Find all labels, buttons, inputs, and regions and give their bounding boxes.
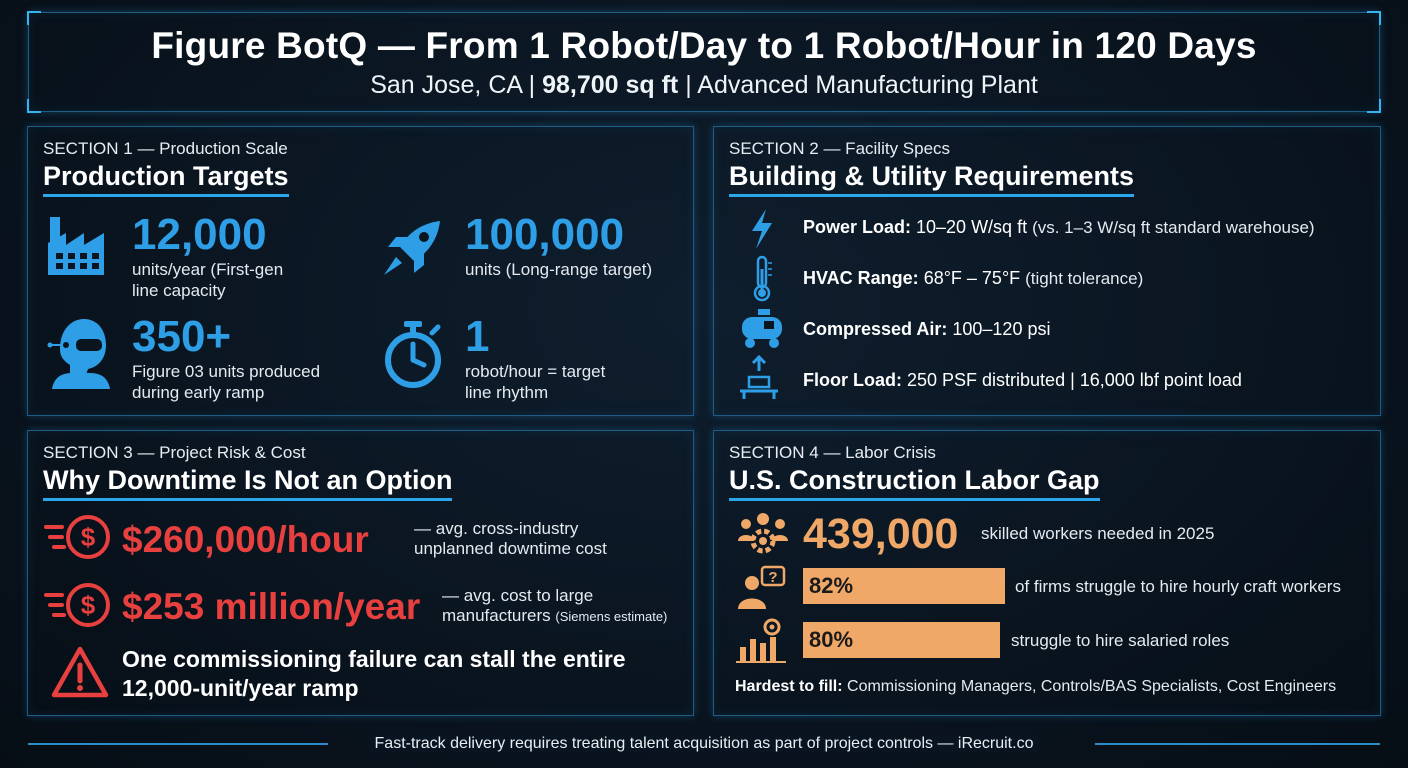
lightning-icon bbox=[748, 207, 776, 251]
money-loss-icon: $ bbox=[42, 579, 112, 631]
worker-question-icon: ? bbox=[736, 565, 790, 611]
section-risk-panel: SECTION 3 — Project Risk & Cost Why Down… bbox=[27, 430, 694, 716]
warning-text: One commissioning failure can stall the … bbox=[122, 645, 626, 703]
utility-value: 10–20 W/sq ft bbox=[911, 217, 1033, 237]
utility-line: Floor Load: 250 PSF distributed | 16,000… bbox=[803, 370, 1242, 391]
corner-accent bbox=[1367, 99, 1381, 113]
footer: Fast-track delivery requires treating ta… bbox=[28, 735, 1380, 753]
section-labor-panel: SECTION 4 — Labor Crisis U.S. Constructi… bbox=[713, 430, 1381, 716]
section-label: SECTION 1 — Production Scale bbox=[43, 139, 288, 158]
section-facility-panel: SECTION 2 — Facility Specs Building & Ut… bbox=[713, 126, 1381, 416]
warning-icon bbox=[50, 645, 110, 699]
utility-note: (vs. 1–3 W/sq ft standard warehouse) bbox=[1032, 218, 1315, 237]
stat-desc: units (Long-range target) bbox=[465, 260, 653, 279]
corner-accent bbox=[1367, 11, 1381, 25]
warning-line: One commissioning failure can stall the … bbox=[122, 646, 626, 672]
cost-desc: — avg. cross-industry unplanned downtime… bbox=[414, 519, 607, 559]
section-title: Why Downtime Is Not an Option bbox=[43, 465, 453, 501]
separator: | bbox=[685, 71, 692, 99]
corner-accent bbox=[27, 11, 41, 25]
hardest-label: Hardest to fill: bbox=[735, 678, 843, 695]
warning-line: 12,000-unit/year ramp bbox=[122, 675, 359, 701]
stat-desc-line: line rhythm bbox=[465, 383, 549, 402]
section-title: U.S. Construction Labor Gap bbox=[729, 465, 1100, 501]
cost-value: $260,000/hour bbox=[122, 519, 369, 560]
section-title: Building & Utility Requirements bbox=[729, 161, 1135, 197]
stat-bar: 82% bbox=[803, 568, 1005, 604]
footer-divider bbox=[28, 743, 328, 745]
headline-desc: skilled workers needed in 2025 bbox=[981, 524, 1215, 543]
stat-bar-track: 82% bbox=[803, 568, 1005, 604]
stat-value: 1 bbox=[465, 312, 490, 361]
section-title: Production Targets bbox=[43, 161, 289, 197]
cost-desc-line: manufacturers bbox=[442, 606, 551, 625]
compressor-icon bbox=[738, 307, 786, 349]
stat-bar-value: 82% bbox=[809, 573, 854, 598]
location-text: San Jose, CA bbox=[370, 71, 522, 99]
stat-bar: 80% bbox=[803, 622, 1001, 658]
footer-caption: Fast-track delivery requires treating ta… bbox=[368, 735, 1040, 752]
thermometer-icon bbox=[750, 255, 774, 303]
section-label: SECTION 2 — Facility Specs bbox=[729, 139, 951, 158]
stat-desc: robot/hour = target line rhythm bbox=[465, 361, 605, 403]
section-label: SECTION 3 — Project Risk & Cost bbox=[43, 443, 306, 462]
cost-desc-line: — avg. cross-industry bbox=[414, 519, 579, 538]
robot-head-icon bbox=[46, 315, 112, 389]
stat-desc-line: Figure 03 units produced bbox=[132, 362, 321, 381]
stat-value: 100,000 bbox=[465, 210, 625, 259]
stat-desc-line: during early ramp bbox=[132, 383, 265, 402]
bar-chart-person-icon bbox=[736, 617, 788, 663]
stat-desc-line: line capacity bbox=[132, 281, 226, 300]
header-banner: Figure BotQ — From 1 Robot/Day to 1 Robo… bbox=[27, 11, 1381, 113]
separator: | bbox=[528, 71, 536, 99]
hardest-to-fill: Hardest to fill: Commissioning Managers,… bbox=[735, 678, 1336, 696]
stat-desc-line: units/year (First-gen bbox=[132, 260, 284, 279]
floor-load-icon bbox=[736, 355, 782, 401]
cost-desc-source: (Siemens estimate) bbox=[555, 609, 668, 624]
utility-value: 68°F – 75°F bbox=[918, 268, 1026, 288]
stat-value: 12,000 bbox=[132, 210, 267, 259]
cost-desc: — avg. cost to large manufacturers (Siem… bbox=[442, 586, 667, 627]
utility-value: 100–120 psi bbox=[947, 319, 1051, 339]
cost-desc-line: unplanned downtime cost bbox=[414, 539, 607, 558]
stopwatch-icon bbox=[380, 319, 446, 389]
hardest-text: Commissioning Managers, Controls/BAS Spe… bbox=[842, 678, 1337, 695]
utility-line: Power Load: 10–20 W/sq ft (vs. 1–3 W/sq … bbox=[803, 217, 1315, 238]
cost-desc-line: — avg. cost to large bbox=[442, 586, 594, 605]
stat-desc: units/year (First-gen line capacity bbox=[132, 259, 283, 301]
stat-bar-value: 80% bbox=[809, 627, 854, 652]
plant-text: Advanced Manufacturing Plant bbox=[697, 71, 1038, 99]
workers-gear-icon bbox=[736, 511, 790, 555]
stat-desc: Figure 03 units produced during early ra… bbox=[132, 361, 320, 403]
cost-value: $253 million/year bbox=[122, 586, 421, 627]
page-subtitle: San Jose, CA | 98,700 sq ft | Advanced M… bbox=[29, 71, 1379, 100]
money-loss-icon: $ bbox=[42, 511, 112, 563]
svg-text:?: ? bbox=[768, 569, 777, 586]
section-label: SECTION 4 — Labor Crisis bbox=[729, 443, 936, 462]
headline-value: 439,000 bbox=[803, 510, 959, 558]
area-text: 98,700 sq ft bbox=[542, 71, 679, 99]
page-title: Figure BotQ — From 1 Robot/Day to 1 Robo… bbox=[151, 25, 1257, 66]
utility-value: 250 PSF distributed | 16,000 lbf point l… bbox=[901, 370, 1242, 390]
stat-desc-line: robot/hour = target bbox=[465, 362, 606, 381]
utility-key: HVAC Range: bbox=[803, 268, 919, 288]
stat-value: 350+ bbox=[132, 312, 232, 361]
stat-bar-track: 80% bbox=[803, 622, 1005, 658]
footer-divider bbox=[1095, 743, 1380, 745]
utility-key: Power Load: bbox=[803, 217, 912, 237]
section-production-panel: SECTION 1 — Production Scale Production … bbox=[27, 126, 694, 416]
corner-accent bbox=[27, 99, 41, 113]
utility-note: (tight tolerance) bbox=[1025, 269, 1144, 288]
utility-key: Floor Load: bbox=[803, 370, 902, 390]
bar-desc: of firms struggle to hire hourly craft w… bbox=[1015, 577, 1341, 596]
rocket-icon bbox=[378, 217, 448, 279]
footer-text: Fast-track delivery requires treating ta… bbox=[28, 735, 1380, 753]
svg-text:$: $ bbox=[81, 590, 96, 620]
factory-icon bbox=[44, 213, 110, 277]
svg-text:$: $ bbox=[81, 522, 96, 552]
utility-line: Compressed Air: 100–120 psi bbox=[803, 319, 1050, 340]
bar-desc: struggle to hire salaried roles bbox=[1011, 631, 1230, 650]
utility-key: Compressed Air: bbox=[803, 319, 948, 339]
utility-line: HVAC Range: 68°F – 75°F (tight tolerance… bbox=[803, 268, 1143, 289]
